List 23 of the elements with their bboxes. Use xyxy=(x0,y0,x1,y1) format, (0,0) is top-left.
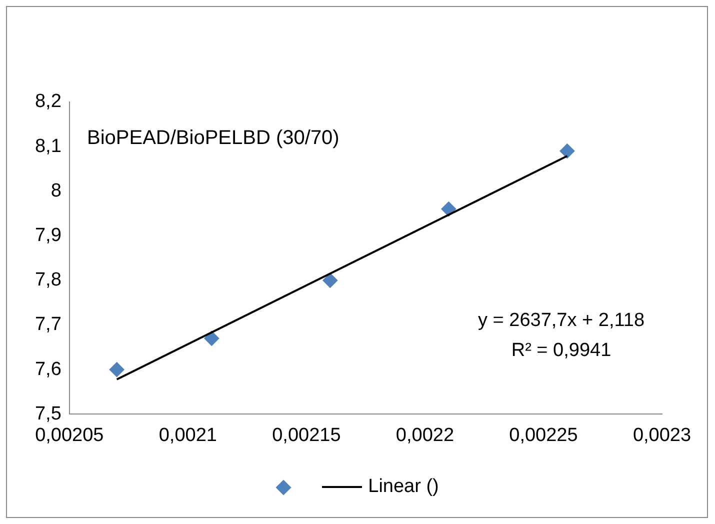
y-tick-label: 8,1 xyxy=(34,136,62,157)
point xyxy=(441,202,456,217)
annotation: y = 2637,7x + 2,118 xyxy=(478,310,645,331)
point xyxy=(109,362,124,378)
y-tick-label: 7,5 xyxy=(34,403,62,424)
y-tick-label: 7,7 xyxy=(34,314,62,336)
legend-label: Linear () xyxy=(368,476,439,498)
y-tick-label: 8,2 xyxy=(34,91,62,112)
annotation: R² = 0,9941 xyxy=(511,340,612,361)
text: BioPEAD/BioPELBD (30/70) xyxy=(87,127,340,150)
y-tick-label: 8 xyxy=(50,180,62,202)
x-tick-label: 0,0021 xyxy=(158,424,217,446)
x-tick-label: 0,0023 xyxy=(632,424,692,446)
x-tick-label: 0,0022 xyxy=(396,424,454,446)
point xyxy=(204,330,220,346)
x-tick-label: 0,00225 xyxy=(509,424,578,446)
point xyxy=(322,272,338,288)
x-tick-label: 0,00205 xyxy=(35,424,104,446)
point xyxy=(560,144,575,159)
y-tick-label: 7,9 xyxy=(34,225,62,246)
y-tick-label: 7,8 xyxy=(34,270,62,291)
x-tick-label: 0,00215 xyxy=(272,424,341,446)
y-tick-label: 7,6 xyxy=(34,358,62,380)
